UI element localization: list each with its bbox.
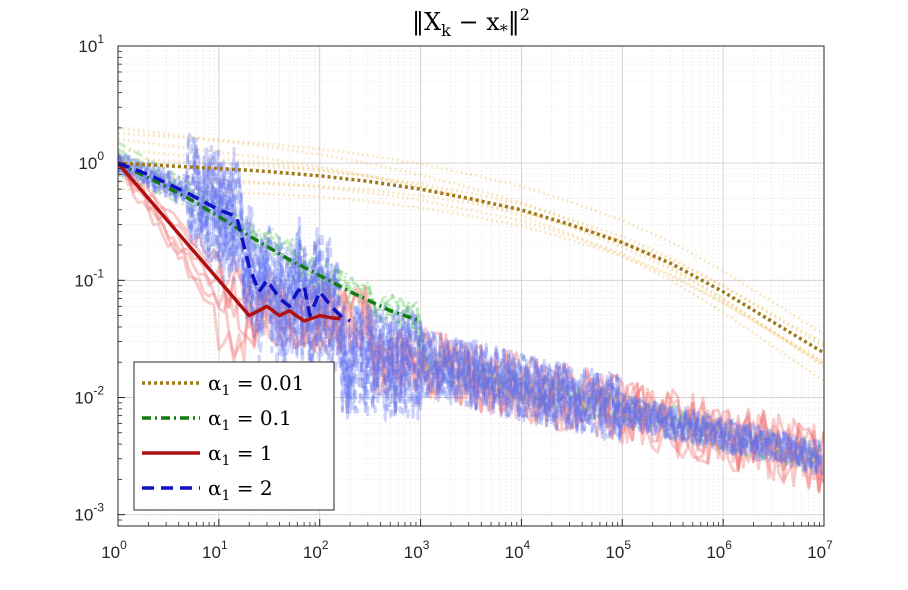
series-line-alpha-0-01: [118, 161, 824, 355]
faint-run-alpha-1: [118, 153, 824, 482]
series-line-alpha-1: [118, 162, 341, 323]
faint-run-alpha-0-01: [118, 126, 824, 368]
x-tick-label: 105: [605, 538, 631, 562]
faint-run-alpha-0-01: [118, 137, 824, 383]
y-tick-label: 100: [78, 149, 104, 173]
legend-entry-alpha-1: α1 = 1: [142, 441, 273, 469]
legend-label-alpha-0-01: α1 = 0.01: [208, 371, 304, 399]
ticks: [117, 45, 825, 527]
x-tick-label: 103: [404, 538, 430, 562]
faint-series-group: [118, 126, 824, 494]
faint-run-alpha-2: [118, 147, 823, 473]
x-tick-label: 107: [807, 538, 833, 562]
faint-run-alpha-2: [118, 130, 823, 476]
series-line-alpha-0-1: [118, 161, 422, 323]
faint-run-alpha-0-1: [118, 141, 822, 468]
faint-run-alpha-1: [118, 162, 824, 493]
x-tick-label: 106: [706, 538, 732, 562]
faint-run-alpha-0-1: [118, 167, 822, 472]
faint-run-alpha-0-1: [118, 152, 821, 466]
legend-entry-alpha-0-01: α1 = 0.01: [142, 371, 304, 399]
faint-run-alpha-1: [118, 154, 824, 483]
x-tick-label: 101: [202, 538, 228, 562]
faint-run-alpha-2: [118, 156, 823, 473]
faint-run-alpha-2: [118, 136, 823, 473]
legend-label-alpha-2: α1 = 2: [208, 476, 273, 504]
legend-label-alpha-0-1: α1 = 0.1: [208, 406, 292, 434]
legend: α1 = 0.01 α1 = 0.1 α1 = 1 α1 = 2: [133, 361, 335, 511]
x-tick-labels: 100 101 102 103 104 105 106 107: [101, 538, 833, 562]
faint-run-alpha-0-01: [118, 156, 824, 348]
chart-title: ‖Xk − x*‖2: [412, 5, 530, 40]
series-line-alpha-2: [118, 161, 351, 323]
x-tick-label: 100: [101, 538, 127, 562]
legend-label-alpha-1: α1 = 1: [208, 441, 273, 469]
faint-run-alpha-2: [118, 142, 823, 475]
faint-run-alpha-0-01: [118, 131, 824, 336]
legend-entry-alpha-0-1: α1 = 0.1: [142, 406, 292, 434]
faint-run-alpha-2: [118, 148, 823, 472]
faint-run-alpha-2: [118, 155, 822, 474]
faint-run-alpha-0-01: [118, 173, 824, 366]
x-tick-label: 104: [505, 538, 531, 562]
faint-run-alpha-1: [118, 158, 824, 483]
legend-entry-alpha-2: α1 = 2: [142, 476, 273, 504]
x-tick-label: 102: [303, 538, 329, 562]
y-tick-label: 101: [78, 32, 104, 56]
main-series-group: [118, 161, 824, 355]
y-tick-label: 10-2: [74, 383, 104, 407]
y-tick-label: 10-1: [74, 266, 104, 290]
legend-box: [133, 361, 335, 511]
faint-run-alpha-0-1: [118, 154, 822, 464]
y-tick-labels: 10-3 10-2 10-1 100 101: [74, 32, 104, 525]
faint-run-alpha-2: [118, 137, 823, 473]
faint-run-alpha-2: [118, 142, 823, 473]
faint-run-alpha-0-1: [118, 148, 822, 466]
faint-run-alpha-2: [118, 153, 823, 473]
y-tick-label: 10-3: [74, 501, 104, 525]
faint-run-alpha-0-1: [118, 173, 821, 470]
faint-run-alpha-1: [118, 155, 824, 492]
faint-run-alpha-1: [118, 168, 824, 494]
